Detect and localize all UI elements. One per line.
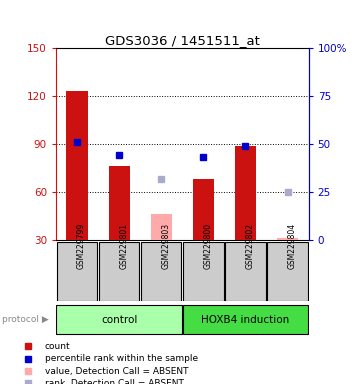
Bar: [56, 305, 182, 334]
Text: GSM229800: GSM229800: [203, 223, 212, 269]
Text: GSM229804: GSM229804: [288, 223, 297, 269]
Text: protocol ▶: protocol ▶: [2, 315, 49, 324]
Title: GDS3036 / 1451511_at: GDS3036 / 1451511_at: [105, 34, 260, 47]
Bar: [151, 214, 172, 240]
Bar: [277, 238, 298, 240]
Bar: [268, 242, 308, 301]
Text: GSM229802: GSM229802: [245, 223, 255, 269]
Bar: [99, 242, 139, 301]
Text: count: count: [45, 342, 71, 351]
Bar: [235, 146, 256, 240]
Bar: [109, 166, 130, 240]
Text: rank, Detection Call = ABSENT: rank, Detection Call = ABSENT: [45, 379, 184, 384]
Text: GSM229803: GSM229803: [161, 223, 170, 269]
Bar: [225, 242, 266, 301]
Bar: [57, 242, 97, 301]
Bar: [183, 305, 308, 334]
Bar: [141, 242, 182, 301]
Text: GSM229801: GSM229801: [119, 223, 128, 269]
Text: GSM229799: GSM229799: [77, 223, 86, 269]
Bar: [183, 242, 223, 301]
Text: HOXB4 induction: HOXB4 induction: [201, 314, 290, 325]
Text: percentile rank within the sample: percentile rank within the sample: [45, 354, 198, 363]
Text: value, Detection Call = ABSENT: value, Detection Call = ABSENT: [45, 367, 188, 376]
Bar: [193, 179, 214, 240]
Text: control: control: [101, 314, 137, 325]
Bar: [66, 91, 87, 240]
